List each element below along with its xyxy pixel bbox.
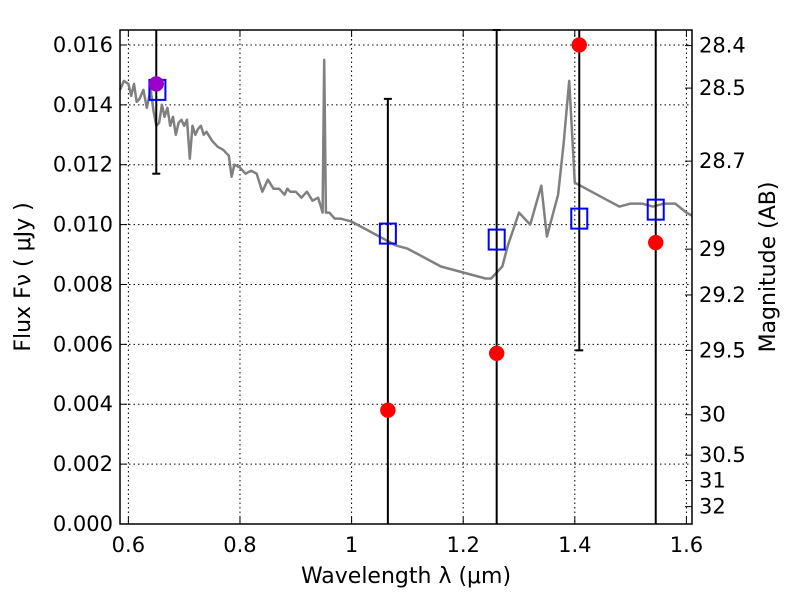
y-tick-label: 0.008 bbox=[53, 272, 113, 296]
observed-dot bbox=[380, 402, 396, 418]
y2-tick-label: 29.5 bbox=[699, 338, 746, 362]
x-tick-label: 0.8 bbox=[223, 533, 256, 557]
model-spectrum-line bbox=[118, 58, 693, 280]
y2-tick-label: 31 bbox=[699, 469, 726, 493]
synthetic-square bbox=[646, 198, 665, 221]
y-axis-label: Flux Fν ( μJy ) bbox=[11, 202, 36, 351]
grid-lines bbox=[120, 30, 692, 524]
y-tick-label: 0.004 bbox=[53, 392, 113, 416]
y-tick-label: 0.000 bbox=[53, 512, 113, 536]
observed-dot bbox=[571, 37, 588, 53]
y2-tick-label: 29.2 bbox=[699, 283, 746, 307]
synthetic-photometry-layer bbox=[148, 78, 665, 251]
observed-photometry-layer bbox=[148, 37, 664, 418]
y2-tick-label: 30 bbox=[699, 403, 726, 427]
synthetic-square bbox=[378, 222, 397, 245]
y2-tick-label: 30.5 bbox=[699, 443, 746, 467]
y2-tick-label: 32 bbox=[699, 495, 726, 519]
plot-frame bbox=[119, 29, 693, 525]
y2-tick-label: 29 bbox=[699, 237, 726, 261]
observed-dot bbox=[647, 234, 664, 251]
y2-tick-label: 28.7 bbox=[699, 149, 746, 173]
x-tick-label: 0.6 bbox=[112, 533, 145, 557]
synthetic-square bbox=[487, 228, 506, 251]
observed-dot bbox=[148, 76, 165, 92]
x-tick-labels: 0.6 0.8 1 1.2 1.4 1.6 bbox=[112, 533, 703, 557]
x-axis-label: Wavelength λ (μm) bbox=[301, 564, 511, 589]
y-tick-label: 0.012 bbox=[53, 153, 113, 177]
x-tick-label: 1 bbox=[345, 533, 358, 557]
y-tick-label: 0.016 bbox=[53, 33, 113, 57]
observed-dot bbox=[488, 345, 505, 362]
y2-axis-label: Magnitude (AB) bbox=[756, 182, 781, 353]
axis-ticks bbox=[120, 30, 692, 525]
x-tick-label: 1.2 bbox=[446, 533, 479, 557]
y-tick-label: 0.014 bbox=[53, 93, 113, 117]
y-tick-label: 0.002 bbox=[53, 452, 113, 476]
y2-tick-label: 28.4 bbox=[699, 34, 746, 58]
y-tick-label: 0.010 bbox=[53, 213, 113, 237]
y-tick-label: 0.006 bbox=[53, 332, 113, 356]
y-tick-labels: 0.000 0.002 0.004 0.006 0.008 0.010 0.012 0.014… bbox=[53, 33, 113, 536]
model-spectrum-layer bbox=[118, 58, 693, 280]
errorbar-layer bbox=[152, 29, 657, 524]
x-tick-label: 1.4 bbox=[558, 533, 591, 557]
y2-tick-label: 28.5 bbox=[699, 76, 746, 100]
synthetic-square bbox=[570, 207, 589, 230]
x-tick-label: 1.6 bbox=[670, 533, 703, 557]
